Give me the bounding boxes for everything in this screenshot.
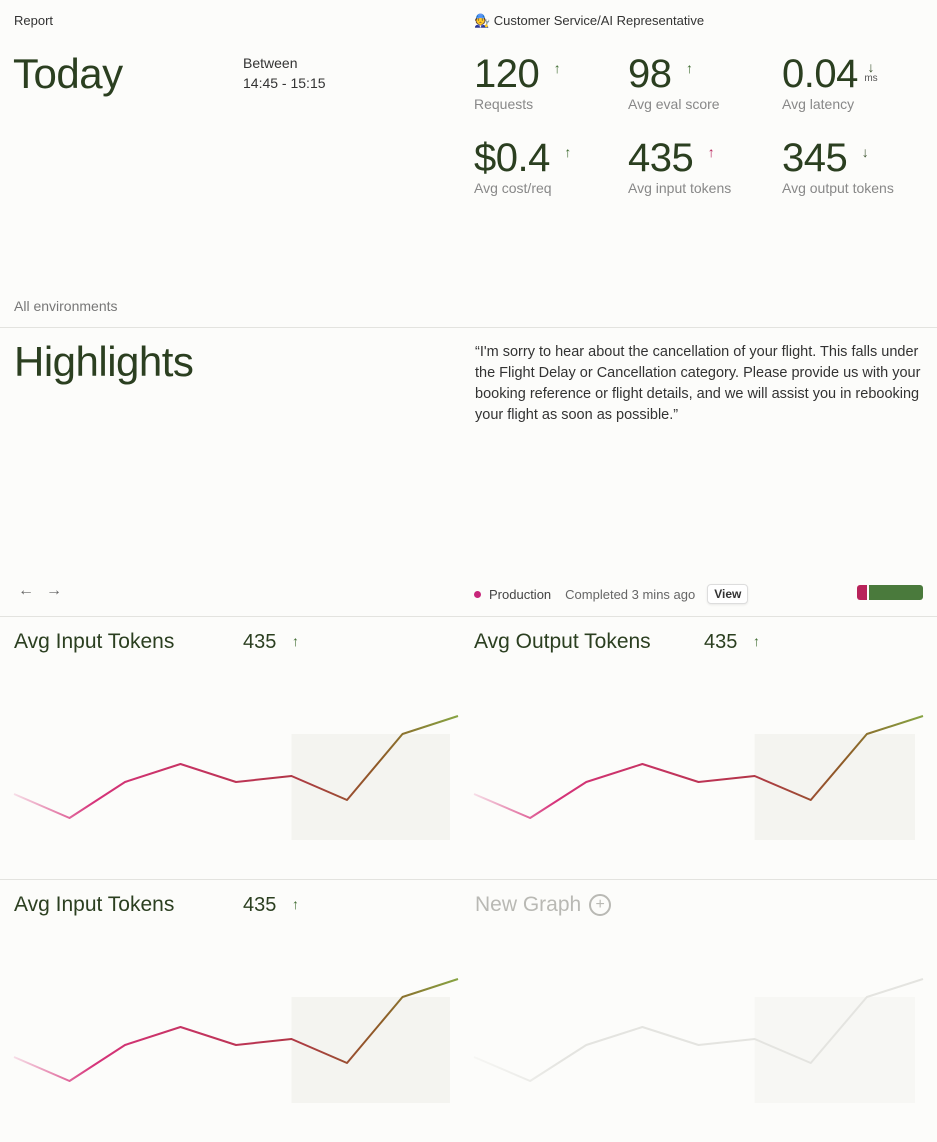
completion-status: Completed 3 mins ago	[565, 586, 696, 602]
graph-title: Avg Output Tokens	[474, 630, 651, 653]
metric-value: $0.4	[474, 136, 550, 180]
agent-label[interactable]: 🧑‍🔧 Customer Service/AI Representative	[474, 13, 705, 28]
metric-latency: 0.04 ↓ ms Avg latency	[782, 52, 878, 112]
metric-label: Avg eval score	[628, 96, 720, 112]
section-divider	[0, 879, 937, 880]
metric-label: Requests	[474, 96, 534, 112]
highlights-title: Highlights	[14, 338, 194, 385]
between-label: Between	[243, 55, 298, 71]
trend-up-icon: ↑	[291, 896, 299, 912]
chart-series-line	[473, 978, 924, 1082]
metric-label: Avg latency	[782, 96, 855, 112]
arrow-right-icon[interactable]: →	[46, 582, 62, 599]
latency-unit: ms	[864, 73, 878, 84]
highlight-quote: “I'm sorry to hear about the cancellatio…	[475, 344, 921, 423]
graph-value-number: 435	[243, 894, 277, 916]
trend-down-icon: ↓	[861, 144, 869, 160]
trend-up-icon: ↑	[707, 144, 715, 160]
new-graph-label: New Graph	[475, 893, 582, 916]
period-title: Today	[13, 50, 123, 97]
metric-value: 0.04	[782, 52, 858, 96]
line-chart-input-tokens-2	[13, 978, 459, 1103]
metric-requests: 120 ↑ Requests	[474, 52, 561, 112]
line-chart-input-tokens	[13, 715, 459, 840]
chart-series-line	[13, 715, 459, 819]
chart-series-line	[13, 978, 459, 1082]
metric-cost: $0.4 ↑ Avg cost/req	[474, 136, 571, 196]
metric-label: Avg output tokens	[782, 180, 894, 196]
graph-value: 435 ↑	[704, 631, 760, 654]
line-chart-output-tokens	[473, 715, 924, 840]
plus-circle-icon: +	[589, 894, 612, 916]
metric-value: 98	[628, 52, 672, 96]
trend-up-icon: ↑	[564, 144, 572, 160]
graph-value-number: 435	[243, 631, 277, 653]
metric-label: Avg input tokens	[628, 180, 732, 196]
score-bar-positive	[869, 585, 923, 600]
metric-value: 435	[628, 136, 694, 180]
period-range-block: Between 14:45 - 15:15	[243, 53, 326, 93]
view-button[interactable]: View	[707, 584, 749, 604]
environment-filter[interactable]: All environments	[14, 298, 118, 314]
graph-title: Avg Input Tokens	[14, 630, 175, 653]
metric-value: 120	[474, 52, 540, 96]
time-range: 14:45 - 15:15	[243, 75, 326, 91]
trend-up-icon: ↑	[752, 633, 760, 649]
score-bar	[857, 585, 923, 600]
new-graph-button[interactable]: New Graph +	[475, 893, 612, 917]
production-dot	[474, 590, 481, 598]
graph-value: 435 ↑	[243, 631, 299, 654]
graph-title: Avg Input Tokens	[14, 893, 175, 916]
trend-down-icon: ↓	[867, 59, 875, 75]
trend-up-icon: ↑	[291, 633, 299, 649]
chart-series-line	[473, 715, 924, 819]
environment-name: Production	[489, 586, 552, 602]
metric-value: 345	[782, 136, 848, 180]
trend-up-icon: ↑	[685, 60, 693, 76]
metric-output-tokens: 345 ↓ Avg output tokens	[782, 136, 894, 196]
report-label: Report	[14, 13, 54, 28]
section-divider	[0, 327, 937, 328]
trend-up-icon: ↑	[553, 60, 561, 76]
score-bar-negative	[857, 585, 867, 600]
metric-input-tokens: 435 ↑ Avg input tokens	[628, 136, 731, 196]
metric-label: Avg cost/req	[474, 180, 552, 196]
section-divider	[0, 616, 937, 617]
line-chart-placeholder	[473, 978, 924, 1103]
graph-value-number: 435	[704, 631, 738, 653]
highlight-meta: Production Completed 3 mins ago View	[474, 584, 749, 604]
arrow-left-icon[interactable]: ←	[18, 582, 34, 599]
graph-value: 435 ↑	[243, 894, 299, 917]
metric-eval-score: 98 ↑ Avg eval score	[628, 52, 720, 112]
